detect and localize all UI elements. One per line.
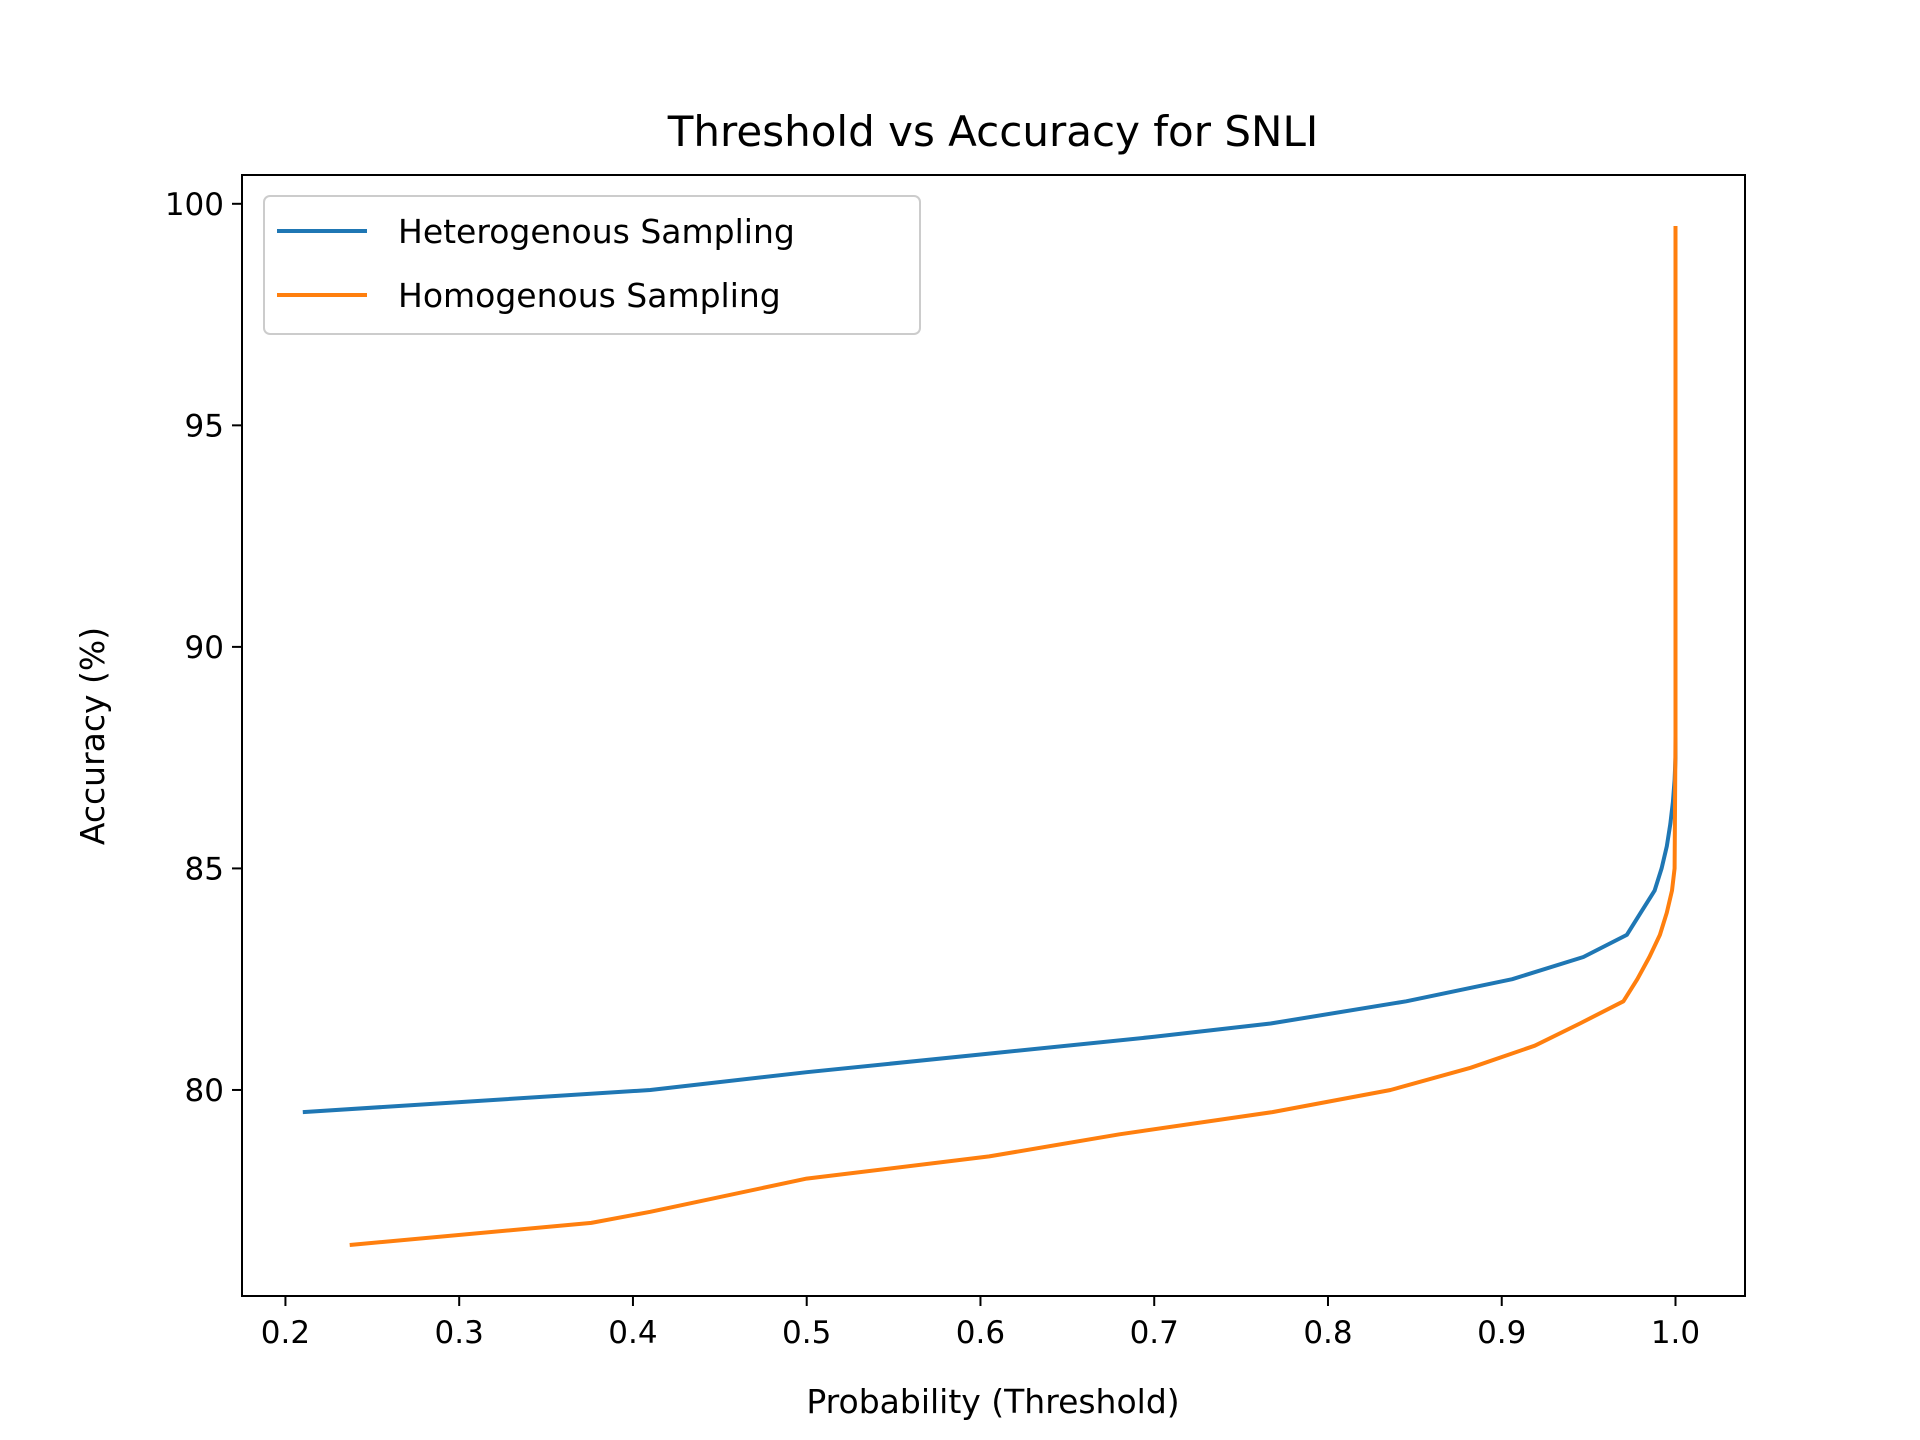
y-axis-label: Accuracy (%)	[73, 627, 112, 845]
series-layer	[302, 226, 1678, 1247]
x-tick-label: 1.0	[1651, 1315, 1700, 1351]
x-tick-label: 0.9	[1477, 1315, 1526, 1351]
y-axis: 80 85 90 95 100	[165, 187, 242, 1109]
x-tick-label: 0.7	[1130, 1315, 1179, 1351]
y-tick-label: 85	[185, 851, 224, 887]
y-tick-label: 95	[185, 408, 224, 444]
chart-title: Threshold vs Accuracy for SNLI	[667, 107, 1319, 156]
legend: Heterogenous Sampling Homogenous Samplin…	[263, 195, 921, 335]
plot-frame	[241, 174, 1746, 1297]
legend-box	[263, 195, 921, 335]
series-line-homogenous	[349, 226, 1678, 1247]
series-line-heterogenous	[302, 713, 1678, 1115]
x-tick-label: 0.8	[1303, 1315, 1352, 1351]
y-tick-label: 90	[185, 630, 224, 666]
x-tick-label: 0.2	[261, 1315, 310, 1351]
x-axis: 0.2 0.3 0.4 0.5 0.6 0.7 0.8 0.9 1.0	[261, 1296, 1700, 1351]
x-tick-label: 0.4	[608, 1315, 657, 1351]
legend-label-homogenous: Homogenous Sampling	[398, 276, 781, 315]
x-axis-label: Probability (Threshold)	[806, 1382, 1179, 1421]
y-tick-label: 80	[185, 1073, 224, 1109]
legend-label-heterogenous: Heterogenous Sampling	[398, 212, 795, 251]
y-tick-label: 100	[165, 187, 224, 223]
x-tick-label: 0.3	[435, 1315, 484, 1351]
x-tick-label: 0.6	[956, 1315, 1005, 1351]
x-tick-label: 0.5	[782, 1315, 831, 1351]
